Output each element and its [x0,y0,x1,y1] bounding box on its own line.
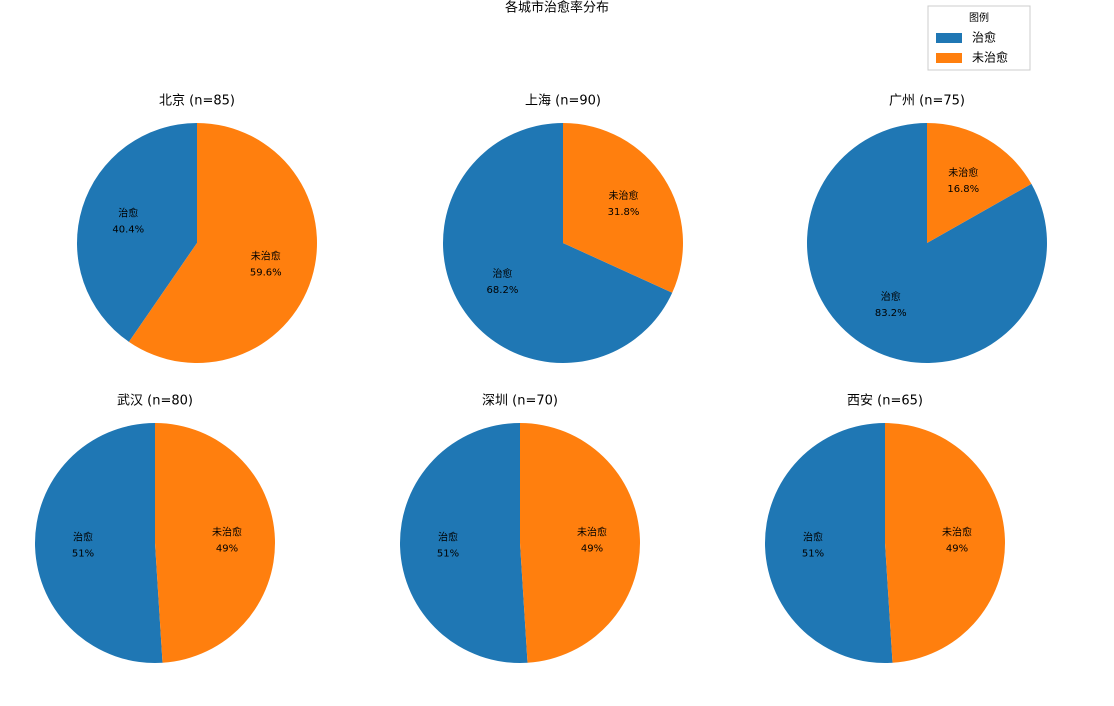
pie-title: 广州 (n=75) [889,94,965,109]
slice-label: 治愈 [73,530,93,543]
slice-value-label: 51% [72,548,94,559]
chart-title: 各城市治愈率分布 [505,0,609,16]
pie-slice [155,423,276,663]
slice-label: 未治愈 [942,526,972,539]
slice-value-label: 51% [437,548,459,559]
pie-slice [35,423,163,663]
pie-slice [563,123,683,293]
slice-label: 治愈 [803,530,823,543]
legend-title: 图例 [969,11,989,24]
slice-label: 治愈 [492,267,512,280]
legend-swatch [936,33,962,43]
slice-label: 未治愈 [251,249,281,262]
pie-slice [77,123,197,342]
slice-value-label: 31.8% [608,207,640,218]
slice-label: 未治愈 [577,526,607,539]
slice-value-label: 16.8% [947,184,979,195]
slice-value-label: 59.6% [250,267,282,278]
pie-title: 上海 (n=90) [525,94,601,109]
slice-value-label: 49% [581,544,603,555]
pie-slice [443,123,673,363]
pie-slice [400,423,528,663]
slice-value-label: 68.2% [487,285,519,296]
slice-label: 未治愈 [212,526,242,539]
slice-label: 治愈 [118,207,138,220]
pie-slice [520,423,641,663]
legend-label: 未治愈 [972,50,1008,65]
slice-value-label: 40.4% [112,225,144,236]
pie-slice [885,423,1006,663]
slice-value-label: 49% [216,544,238,555]
slice-value-label: 51% [802,548,824,559]
slice-label: 治愈 [881,290,901,303]
slice-value-label: 83.2% [875,308,907,319]
legend-swatch [936,53,962,63]
legend-label: 治愈 [972,30,996,45]
pie-slice [927,123,1032,243]
pie-slice [128,123,317,364]
slice-label: 治愈 [438,530,458,543]
pie-slice [806,123,1047,363]
slice-label: 未治愈 [609,189,639,202]
pie-slice [765,423,893,663]
slice-label: 未治愈 [948,166,978,179]
slice-value-label: 49% [946,544,968,555]
pie-title: 北京 (n=85) [159,94,235,109]
pie-title: 深圳 (n=70) [482,394,558,409]
pie-title: 武汉 (n=80) [117,394,193,409]
pie-title: 西安 (n=65) [847,394,923,409]
